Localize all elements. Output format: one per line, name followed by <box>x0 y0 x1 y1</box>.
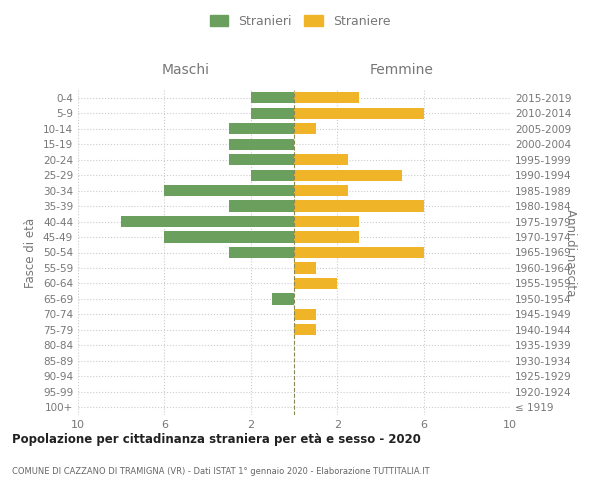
Text: COMUNE DI CAZZANO DI TRAMIGNA (VR) - Dati ISTAT 1° gennaio 2020 - Elaborazione T: COMUNE DI CAZZANO DI TRAMIGNA (VR) - Dat… <box>12 468 430 476</box>
Bar <box>251 92 294 104</box>
Bar <box>294 108 424 119</box>
Bar <box>272 294 294 304</box>
Bar <box>229 200 294 211</box>
Bar <box>164 185 294 196</box>
Bar <box>294 232 359 242</box>
Bar <box>121 216 294 227</box>
Bar <box>294 247 424 258</box>
Bar <box>164 232 294 242</box>
Y-axis label: Anni di nascita: Anni di nascita <box>564 209 577 296</box>
Bar <box>294 324 316 336</box>
Bar <box>294 185 348 196</box>
Text: Popolazione per cittadinanza straniera per età e sesso - 2020: Popolazione per cittadinanza straniera p… <box>12 432 421 446</box>
Bar <box>294 154 348 165</box>
Y-axis label: Fasce di età: Fasce di età <box>25 218 37 288</box>
Bar <box>229 138 294 149</box>
Bar <box>294 123 316 134</box>
Bar <box>251 108 294 119</box>
Bar <box>294 309 316 320</box>
Bar <box>294 216 359 227</box>
Bar <box>229 154 294 165</box>
Bar <box>251 170 294 180</box>
Text: Femmine: Femmine <box>370 64 434 78</box>
Bar <box>294 170 402 180</box>
Text: Maschi: Maschi <box>162 64 210 78</box>
Bar <box>294 278 337 289</box>
Bar <box>229 247 294 258</box>
Bar <box>229 123 294 134</box>
Bar <box>294 262 316 274</box>
Legend: Stranieri, Straniere: Stranieri, Straniere <box>206 11 394 32</box>
Bar <box>294 200 424 211</box>
Bar <box>294 92 359 104</box>
